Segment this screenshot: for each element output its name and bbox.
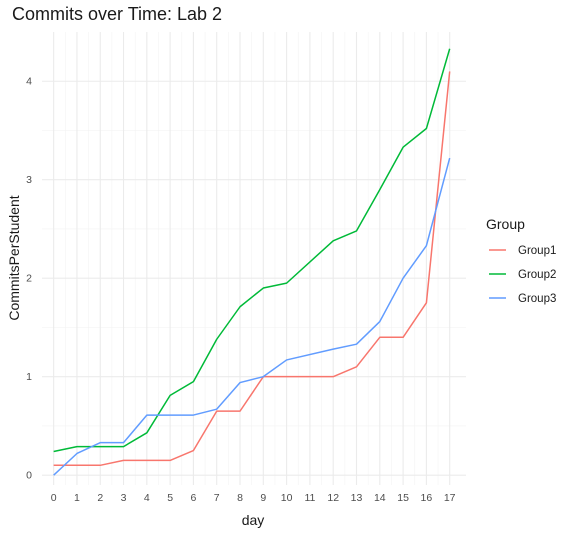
y-axis-ticks: 0 1 2 3 4 — [26, 76, 32, 482]
x-axis-title: day — [242, 512, 265, 528]
x-tick-label: 3 — [121, 492, 127, 504]
x-tick-label: 6 — [191, 492, 197, 504]
x-tick-label: 9 — [260, 492, 266, 504]
series-line-group1 — [53, 71, 451, 467]
x-tick-label: 1 — [74, 492, 80, 504]
legend-label-group3: Group3 — [518, 293, 556, 305]
legend-label-group1: Group1 — [518, 245, 556, 257]
legend-label-group2: Group2 — [518, 269, 556, 281]
y-tick-label: 4 — [26, 76, 32, 88]
series-line-group3 — [53, 157, 451, 476]
x-tick-label: 8 — [237, 492, 243, 504]
x-tick-label: 2 — [97, 492, 103, 504]
x-tick-label: 13 — [351, 492, 363, 504]
x-tick-label: 14 — [374, 492, 386, 504]
x-axis-ticks: 0 1 2 3 4 5 6 7 8 9 10 11 12 13 14 15 16 17 — [51, 492, 456, 504]
grid — [42, 32, 466, 485]
y-axis-title: CommitsPerStudent — [6, 195, 22, 320]
x-tick-label: 4 — [144, 492, 150, 504]
chart-title: Commits over Time: Lab 2 — [12, 4, 222, 24]
series-lines — [53, 48, 451, 476]
x-tick-label: 7 — [214, 492, 220, 504]
legend: Group Group1 Group2 Group3 — [486, 216, 556, 305]
x-tick-label: 17 — [444, 492, 456, 504]
x-tick-label: 5 — [167, 492, 173, 504]
x-tick-label: 0 — [51, 492, 57, 504]
series-line-group2 — [53, 48, 451, 453]
x-tick-label: 11 — [304, 492, 315, 504]
y-tick-label: 0 — [26, 470, 32, 482]
y-tick-label: 2 — [26, 273, 32, 285]
x-tick-label: 16 — [421, 492, 433, 504]
y-tick-label: 1 — [26, 371, 32, 383]
legend-title: Group — [486, 216, 525, 232]
x-tick-label: 10 — [281, 492, 293, 504]
x-tick-label: 12 — [327, 492, 339, 504]
x-tick-label: 15 — [397, 492, 409, 504]
y-tick-label: 3 — [26, 174, 32, 186]
